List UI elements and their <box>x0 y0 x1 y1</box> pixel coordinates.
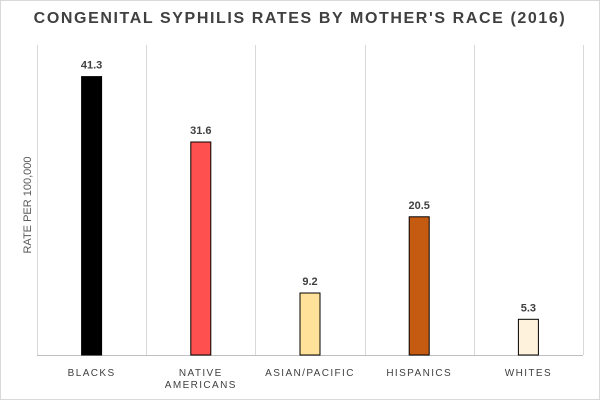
x-tick-label: HISPANICS <box>386 368 452 379</box>
data-label: 41.3 <box>81 60 102 72</box>
bar <box>81 76 103 356</box>
x-tick-label: WHITES <box>505 368 552 379</box>
x-tick-label: NATIVE <box>179 368 223 379</box>
x-tick-label: ASIAN/PACIFIC <box>265 368 355 379</box>
bar <box>190 141 212 356</box>
x-tick-label: AMERICANS <box>165 380 237 391</box>
bar <box>299 292 321 356</box>
bar <box>517 318 539 356</box>
data-label: 31.6 <box>190 125 211 137</box>
data-label: 9.2 <box>302 276 317 288</box>
bar <box>408 216 430 356</box>
chart-title: CONGENITAL SYPHILIS RATES BY MOTHER'S RA… <box>33 10 567 27</box>
data-label: 5.3 <box>521 302 536 314</box>
x-tick-label: BLACKS <box>68 368 116 379</box>
data-label: 20.5 <box>408 200 429 212</box>
